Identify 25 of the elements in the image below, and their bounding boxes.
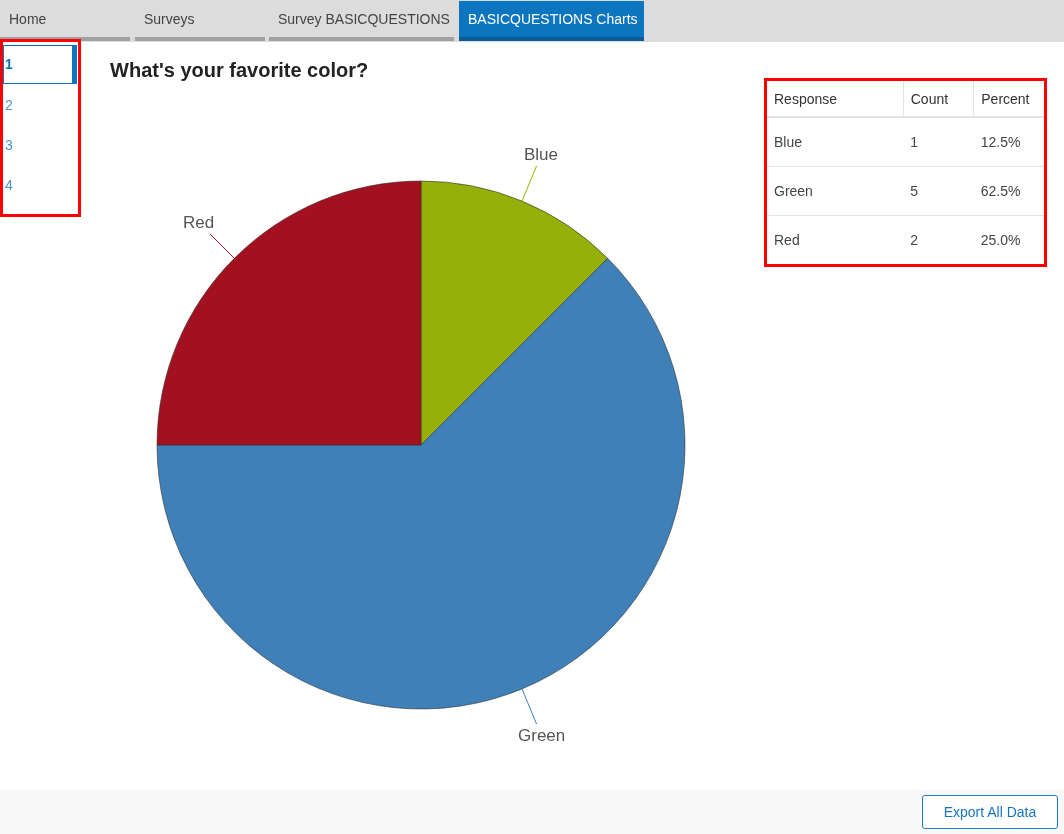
text: Surveys <box>135 0 265 41</box>
text: 5 <box>903 166 974 216</box>
text: 2 <box>909 231 920 250</box>
text: 62.5% <box>973 166 1044 216</box>
text: Red <box>773 231 801 250</box>
text: 25.0% <box>979 231 1022 250</box>
text: BASICQUESTIONS Charts <box>459 1 644 41</box>
text: 2 <box>5 97 13 113</box>
text: Percent <box>973 81 1044 117</box>
text: Count <box>903 81 974 117</box>
text: 3 <box>5 137 13 153</box>
text: 12.5% <box>973 117 1044 167</box>
chart-title: What's your favorite color? <box>110 59 369 81</box>
text: Blue <box>767 117 904 167</box>
text: Green <box>767 166 904 216</box>
text: 1 <box>903 117 974 167</box>
slice-label: Green <box>518 726 566 745</box>
export-button: Export All Data <box>922 795 1058 829</box>
text: Survey BASICQUESTIONS <box>269 0 454 41</box>
text: Response <box>767 81 904 117</box>
slice-label: Blue <box>524 145 559 164</box>
text: 1 <box>3 45 77 84</box>
slice-label: Red <box>183 213 215 232</box>
text: 4 <box>5 177 13 193</box>
text: Home <box>0 0 130 41</box>
